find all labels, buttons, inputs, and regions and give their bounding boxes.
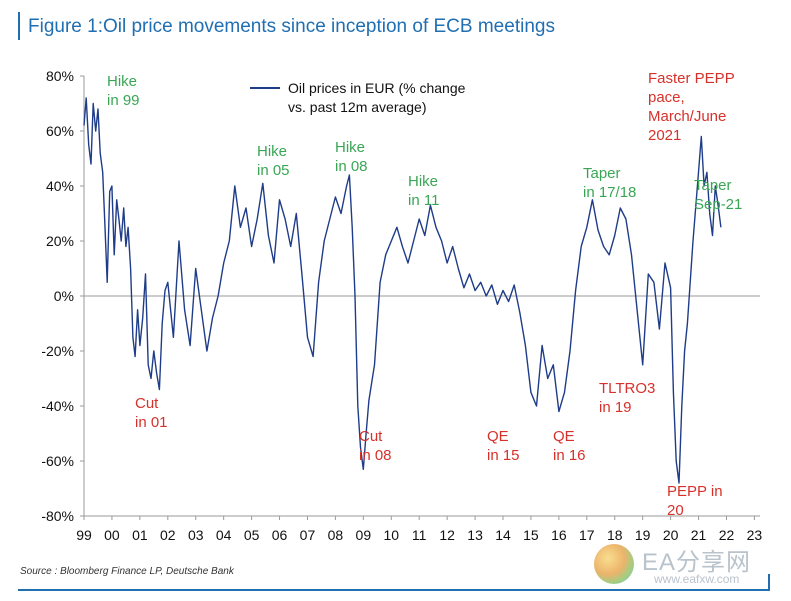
annotation-label: pace,: [648, 89, 685, 106]
annotation-label: in 08: [335, 158, 368, 175]
annotation-label: in 08: [359, 447, 392, 464]
annotation-label: Hike: [257, 143, 287, 160]
figure-title-bar: Figure 1:Oil price movements since incep…: [18, 12, 780, 40]
x-tick-label: 23: [747, 527, 763, 543]
y-tick-label: 20%: [46, 233, 74, 249]
annotation-label: 20: [667, 502, 684, 519]
figure-title: Figure 1:Oil price movements since incep…: [28, 16, 555, 37]
annotation-label: in 05: [257, 162, 290, 179]
x-tick-label: 13: [467, 527, 483, 543]
x-tick-label: 03: [188, 527, 204, 543]
x-tick-label: 06: [272, 527, 288, 543]
watermark-url: www.eafxw.com: [654, 572, 740, 586]
annotation-label: QE: [553, 428, 575, 445]
x-tick-label: 10: [383, 527, 399, 543]
x-tick-label: 05: [244, 527, 260, 543]
x-tick-label: 00: [104, 527, 120, 543]
x-tick-label: 12: [439, 527, 455, 543]
annotation-label: in 19: [599, 399, 632, 416]
x-tick-label: 19: [635, 527, 651, 543]
x-tick-label: 02: [160, 527, 176, 543]
annotation-label: in 01: [135, 414, 168, 431]
x-tick-label: 04: [216, 527, 232, 543]
annotation-label: in 11: [408, 192, 439, 209]
bottom-rule-tick: [768, 574, 770, 591]
watermark-title: EA分享网: [642, 549, 752, 576]
annotation-label: Sep-21: [694, 196, 742, 213]
annotation-label: Hike: [107, 73, 137, 90]
bottom-rule: [18, 589, 770, 591]
x-tick-label: 15: [523, 527, 539, 543]
watermark: EA分享网 www.eafxw.com: [588, 540, 778, 592]
annotation-label: in 16: [553, 447, 586, 464]
x-tick-label: 21: [691, 527, 707, 543]
legend-label-line2: vs. past 12m average): [288, 99, 427, 115]
x-tick-label: 08: [328, 527, 344, 543]
x-tick-label: 17: [579, 527, 595, 543]
y-tick-label: 40%: [46, 178, 74, 194]
x-tick-label: 16: [551, 527, 567, 543]
y-tick-label: -40%: [41, 398, 74, 414]
annotation-label: Hike: [335, 139, 365, 156]
legend-label-line1: Oil prices in EUR (% change: [288, 80, 466, 96]
annotation-label: in 15: [487, 447, 520, 464]
annotation-label: March/June: [648, 108, 726, 125]
annotation-label: Hike: [408, 173, 438, 190]
annotation-label: Taper: [583, 165, 621, 182]
watermark-logo-icon: [594, 544, 634, 584]
y-tick-label: -20%: [41, 343, 74, 359]
x-tick-label: 07: [300, 527, 316, 543]
annotation-label: Faster PEPP: [648, 70, 735, 87]
x-tick-label: 18: [607, 527, 623, 543]
annotation-label: Cut: [359, 428, 383, 445]
annotation-label: in 99: [107, 92, 140, 109]
x-tick-label: 22: [719, 527, 735, 543]
x-tick-label: 11: [412, 527, 427, 543]
y-tick-label: 80%: [46, 68, 74, 84]
y-tick-label: 0%: [54, 288, 74, 304]
y-tick-label: 60%: [46, 123, 74, 139]
x-tick-label: 20: [663, 527, 679, 543]
series-line-oil-eur: [83, 97, 722, 484]
annotation-label: Cut: [135, 395, 159, 412]
annotation-label: TLTRO3: [599, 380, 655, 397]
x-tick-label: 09: [356, 527, 372, 543]
annotation-label: in 17/18: [583, 184, 636, 201]
annotation-label: QE: [487, 428, 509, 445]
annotation-label: PEPP in: [667, 483, 723, 500]
x-tick-label: 14: [495, 527, 511, 543]
x-tick-label: 99: [76, 527, 92, 543]
x-tick-label: 01: [132, 527, 148, 543]
source-note: Source : Bloomberg Finance LP, Deutsche …: [20, 566, 234, 577]
y-tick-label: -60%: [41, 453, 74, 469]
annotation-label: Taper: [694, 177, 732, 194]
y-tick-label: -80%: [41, 508, 74, 524]
annotation-label: 2021: [648, 127, 681, 144]
